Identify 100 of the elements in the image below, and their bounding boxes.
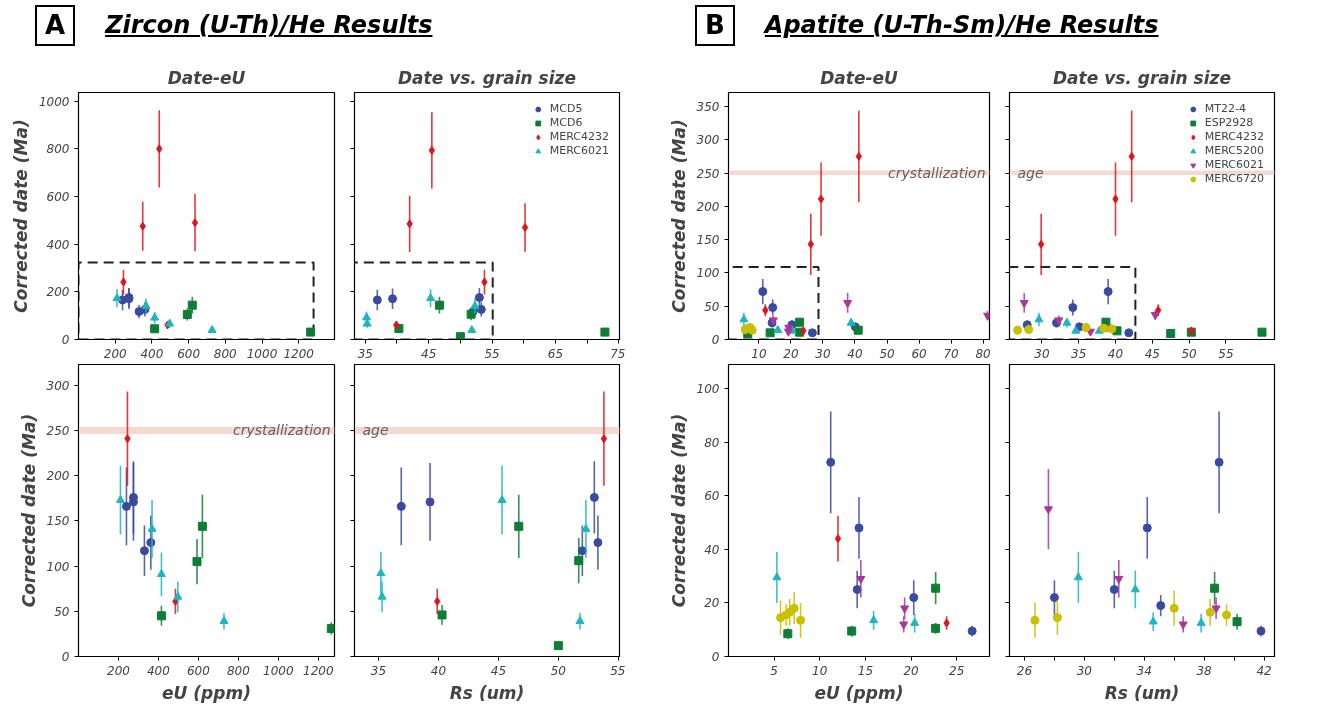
x-tick-label: 600 [177,346,201,361]
y-tick-label: 200 [46,469,70,484]
y-tick-label: 100 [696,382,720,397]
text: Zircon (U-Th)/He Results [105,11,433,40]
y-tick-label: 100 [696,266,720,281]
x-tick-label: 45 [490,663,507,678]
x-tick-label: 35 [1071,346,1087,361]
legend-label: MCD6 [549,116,583,129]
x-tick-label: 35 [357,346,373,361]
x-axis-title: eU (ppm) [162,682,251,703]
x-tick-label: 40 [847,346,863,361]
text: A [35,5,76,47]
x-tick-label: 1200 [303,663,334,678]
y-tick-label: 0 [61,650,70,664]
x-tick-label: 45 [421,346,437,361]
y-tick-label: 150 [46,514,70,529]
band-label: age [1017,164,1044,181]
x-tick-label: 20 [783,346,799,361]
chart-title: Date vs. grain size [1053,67,1231,88]
legend-label: ESP2928 [1204,116,1254,129]
y-tick-label: 0 [61,333,70,347]
y-tick-label: 50 [704,299,720,314]
x-tick-label: 200 [103,346,128,361]
x-tick-label: 38 [1196,663,1213,678]
y-tick-label: 800 [46,142,70,157]
x-tick-label: 40 [430,663,447,678]
x-tick-label: 10 [751,346,767,361]
y-tick-label: 300 [696,133,720,148]
y-tick-label: 600 [46,189,70,204]
x-tick-label: 42 [1256,663,1272,678]
chart-title: Date-eU [820,67,899,88]
legend-label: MERC6021 [1204,158,1264,171]
y-tick-label: 250 [46,423,70,438]
x-tick-label: 25 [949,663,965,678]
x-tick-label: 55 [484,346,500,361]
y-tick-label: 50 [54,604,70,619]
y-tick-label: 400 [46,237,70,252]
x-tick-label: 40 [1107,346,1124,361]
y-tick-label: 0 [711,650,720,664]
y-tick-label: 200 [46,285,70,300]
y-tick-label: 80 [704,435,720,450]
x-tick-label: 50 [879,346,896,361]
x-tick-label: 34 [1136,663,1152,678]
y-tick-label: 60 [704,489,720,504]
x-tick-label: 1200 [283,346,315,361]
x-tick-label: 600 [186,663,211,678]
x-tick-label: 50 [550,663,567,678]
text: Apatite (U-Th-Sm)/He Results [764,11,1159,40]
x-tick-label: 800 [213,346,238,361]
legend-label: MCD5 [549,102,583,115]
x-tick-label: 30 [1076,663,1093,678]
legend-label: MERC6720 [1204,172,1264,185]
legend-label: MERC4232 [549,130,609,143]
text: B [695,5,735,47]
x-axis-title: Rs (um) [1104,682,1180,703]
x-tick-label: 55 [1218,346,1234,361]
x-tick-label: 75 [610,346,626,361]
x-tick-label: 400 [140,346,164,361]
band-label: age [362,422,389,439]
y-tick-label: 150 [696,233,720,248]
x-tick-label: 5 [770,663,778,678]
x-tick-label: 30 [1034,346,1050,361]
x-tick-label: 70 [943,346,960,361]
x-tick-label: 65 [547,346,564,361]
x-tick-label: 10 [812,663,828,678]
y-tick-label: 300 [46,378,70,393]
x-tick-label: 35 [370,663,387,678]
y-axis-title: Corrected date (Ma) [10,119,31,313]
y-axis-title: Corrected date (Ma) [668,119,689,313]
x-axis-title: eU (ppm) [814,682,904,703]
legend-label: MERC6021 [549,144,609,157]
band-label: crystallization [887,164,986,181]
x-tick-label: 80 [975,346,992,361]
x-tick-label: 800 [226,663,251,678]
y-axis-title: Corrected date (Ma) [18,413,39,608]
x-tick-label: 1000 [246,346,278,361]
chart-title: Date-eU [167,67,246,88]
x-tick-label: 15 [857,663,874,678]
legend-label: MERC5200 [1204,144,1264,157]
x-tick-label: 30 [815,346,831,361]
y-tick-label: 350 [696,99,720,114]
x-tick-label: 55 [610,663,626,678]
x-tick-label: 26 [1016,663,1033,678]
y-tick-label: 40 [704,542,720,557]
chart-title: Date vs. grain size [398,67,576,88]
x-tick-label: 200 [107,663,131,678]
y-axis-title: Corrected date (Ma) [668,413,689,608]
y-tick-label: 250 [696,166,720,181]
legend-label: MT22-4 [1204,102,1246,115]
y-tick-label: 0 [711,333,720,347]
x-tick-label: 45 [1144,346,1160,361]
x-tick-label: 20 [903,663,920,678]
x-tick-label: 50 [1181,346,1198,361]
y-tick-label: 1000 [38,94,70,109]
x-tick-label: 60 [911,346,928,361]
band-label: crystallization [232,422,331,439]
y-tick-label: 100 [46,559,70,574]
legend-label: MERC4232 [1204,130,1264,143]
y-tick-label: 20 [704,596,720,611]
y-tick-label: 200 [696,199,720,214]
